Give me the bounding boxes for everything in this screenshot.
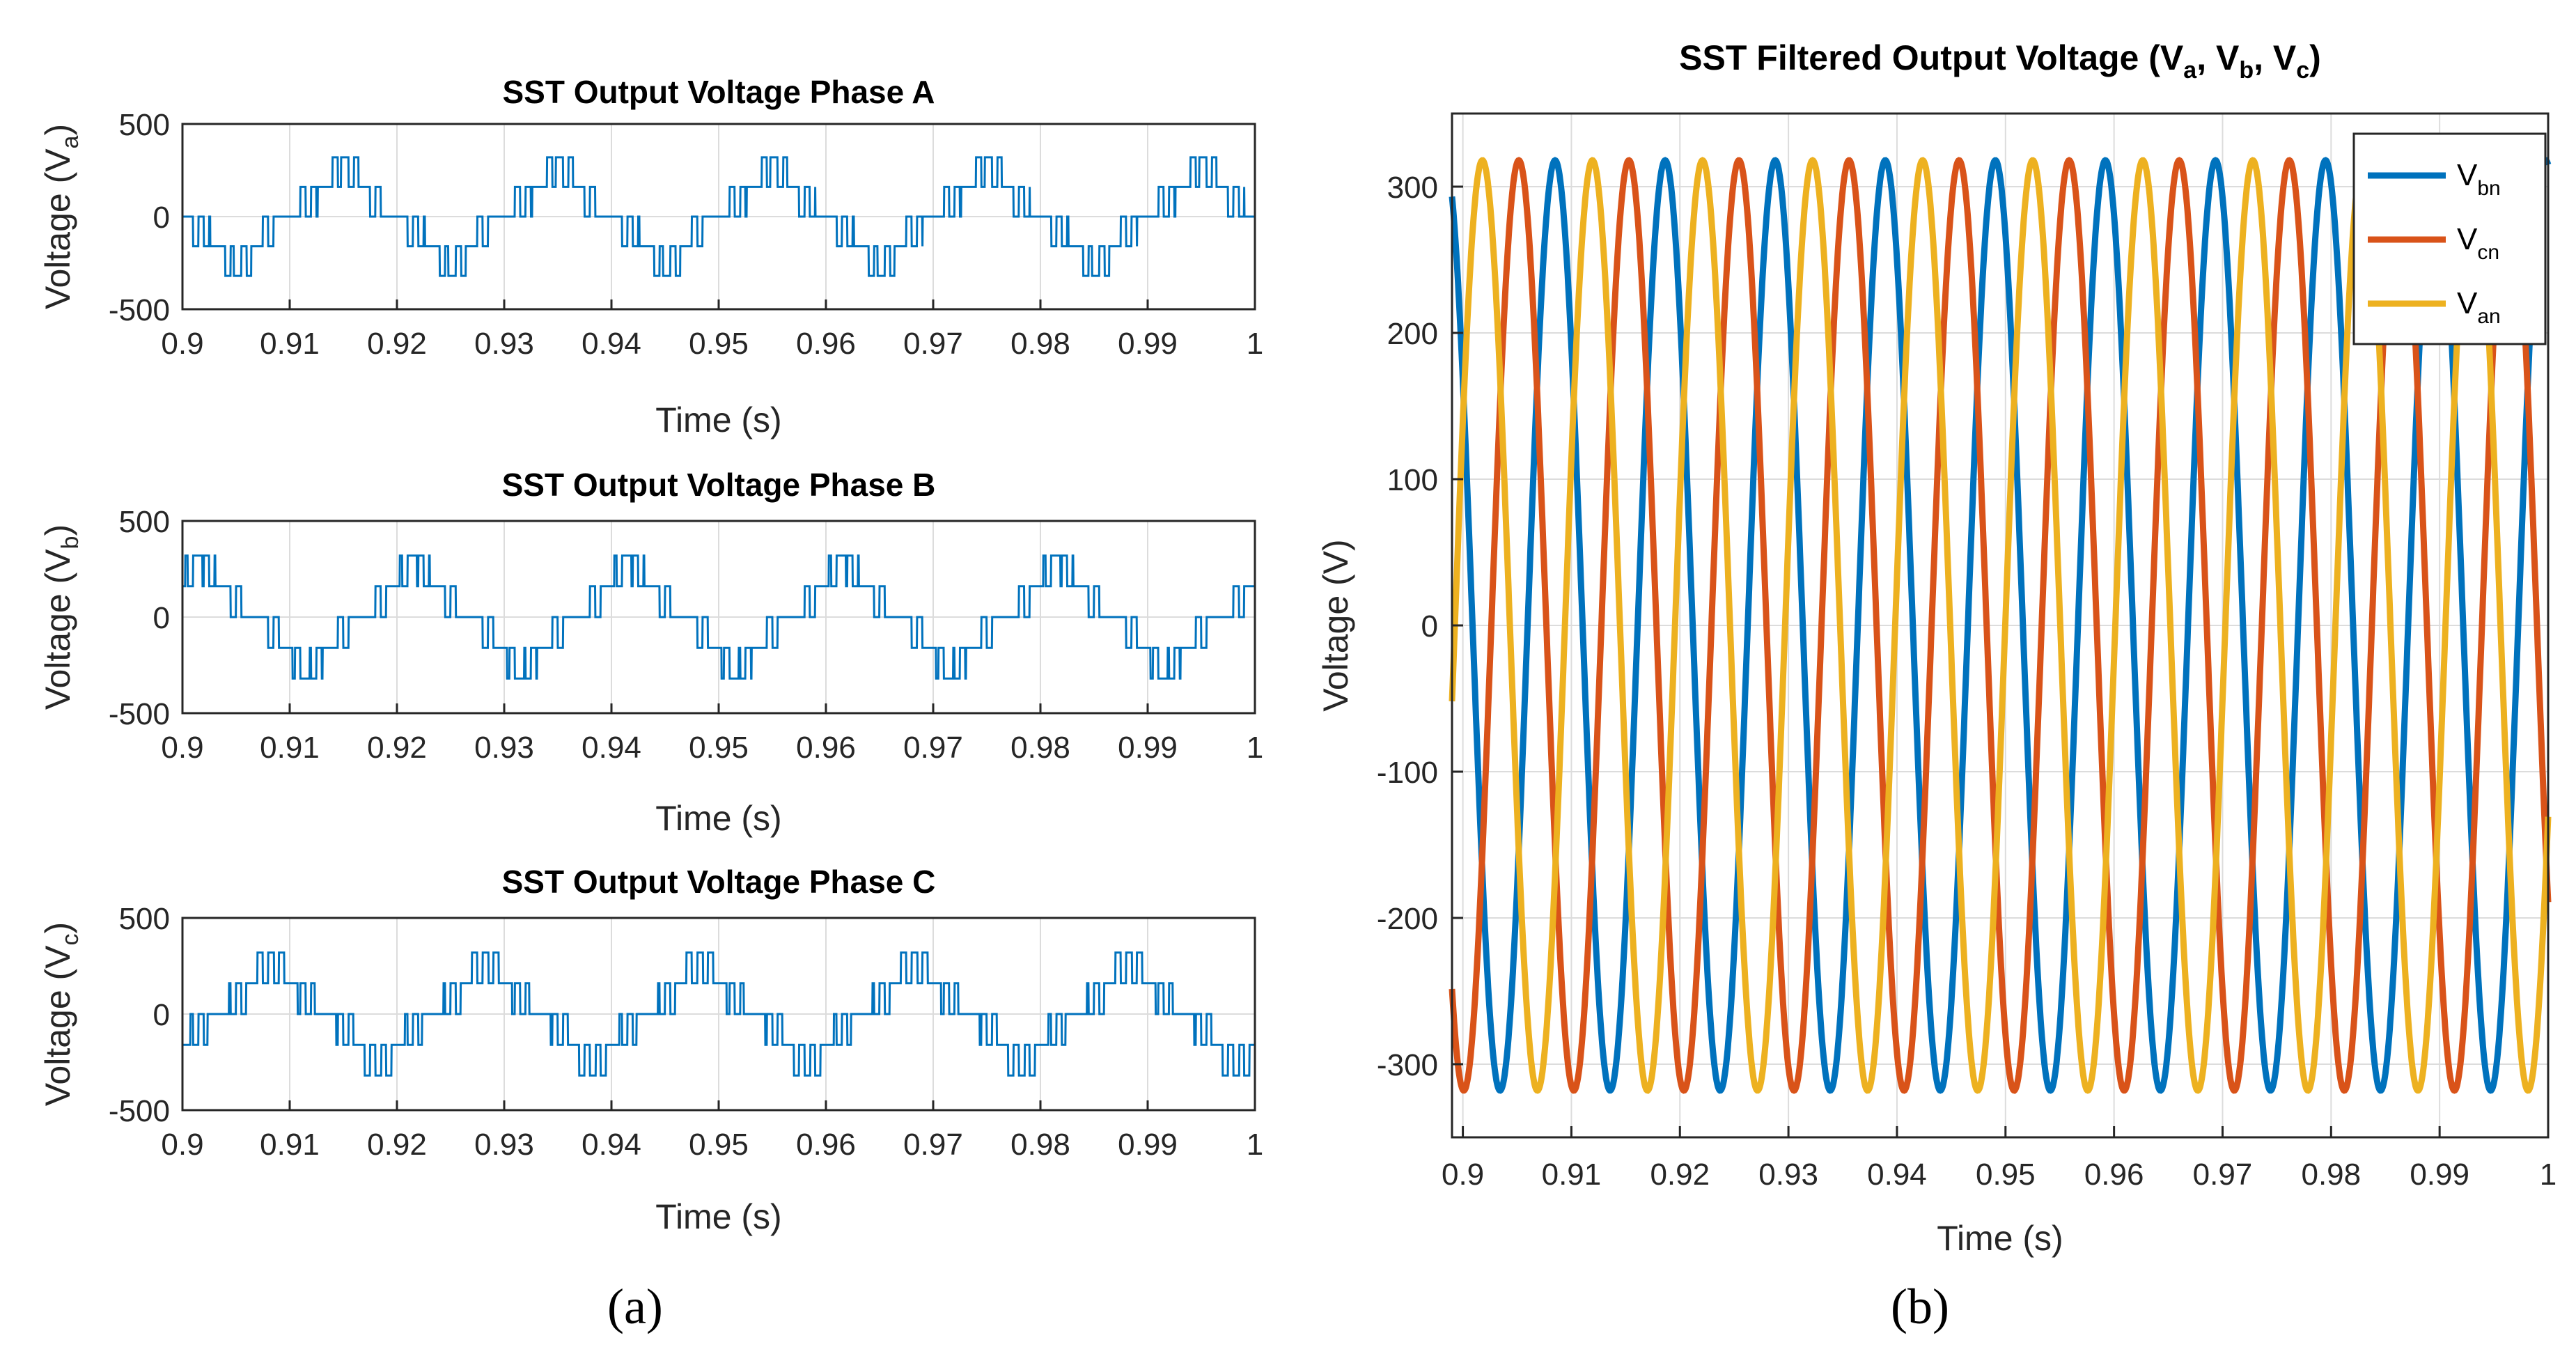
chart-title: SST Output Voltage Phase B: [502, 467, 936, 503]
x-tick-label: 0.99: [1118, 1128, 1178, 1162]
x-tick-label: 0.92: [367, 731, 427, 765]
x-axis-label: Time (s): [655, 1197, 781, 1236]
legend-entry-an: Van: [2457, 286, 2501, 328]
x-tick-label: 0.95: [689, 1128, 749, 1162]
y-tick-label: -500: [109, 1094, 170, 1128]
y-tick-label: 300: [1387, 171, 1438, 205]
x-tick-label: 0.98: [2301, 1158, 2361, 1192]
x-tick-label: 0.9: [161, 731, 203, 765]
x-tick-label: 0.99: [1118, 731, 1178, 765]
x-tick-label: 0.96: [796, 327, 856, 361]
y-axis-label: Voltage (V): [1316, 539, 1355, 711]
x-tick-label: 1: [2540, 1158, 2557, 1192]
y-axis-label: Voltage (Va): [38, 124, 84, 309]
chart-title: SST Output Voltage Phase A: [502, 74, 935, 110]
y-tick-label: -500: [109, 697, 170, 731]
x-tick-label: 1: [1247, 1128, 1263, 1162]
x-tick-label: 0.91: [260, 327, 320, 361]
x-tick-label: 0.92: [367, 1128, 427, 1162]
y-axis-label: Voltage (Vc): [38, 922, 84, 1106]
y-tick-label: 500: [119, 505, 170, 539]
x-tick-label: 0.9: [161, 1128, 203, 1162]
y-tick-label: 500: [119, 108, 170, 142]
x-tick-label: 0.95: [1976, 1158, 2036, 1192]
x-tick-label: 0.98: [1010, 731, 1070, 765]
x-tick-label: 0.92: [1650, 1158, 1710, 1192]
x-tick-label: 0.99: [2410, 1158, 2469, 1192]
series-line-cn: [1449, 157, 2552, 1094]
x-tick-label: 0.97: [903, 327, 963, 361]
x-tick-label: 0.96: [796, 731, 856, 765]
x-tick-label: 0.96: [796, 1128, 856, 1162]
x-tick-label: 0.93: [474, 327, 534, 361]
x-tick-label: 0.93: [474, 1128, 534, 1162]
x-tick-label: 0.91: [260, 731, 320, 765]
y-axis-label: Voltage (Vb): [38, 524, 84, 710]
x-tick-label: 0.97: [903, 731, 963, 765]
x-tick-label: 0.95: [689, 731, 749, 765]
x-tick-label: 0.94: [581, 1128, 641, 1162]
x-axis-label: Time (s): [655, 400, 781, 439]
x-tick-label: 1: [1247, 731, 1263, 765]
x-tick-label: 0.96: [2084, 1158, 2144, 1192]
x-tick-label: 0.91: [260, 1128, 320, 1162]
y-tick-label: 0: [153, 998, 170, 1032]
subplot-filtered: 0.9 0.91 0.92 0.93 0.94 0.95 0.96 0.97 0.98 0.99 1…: [1316, 38, 2557, 1258]
legend: Vbn Vcn Van: [2352, 132, 2547, 345]
x-tick-label: 0.97: [903, 1128, 963, 1162]
y-tick-label: 200: [1387, 317, 1438, 351]
chart-title: SST Output Voltage Phase C: [502, 864, 936, 900]
x-tick-label: 0.92: [367, 327, 427, 361]
y-tick-label: 0: [153, 601, 170, 635]
x-axis-label: Time (s): [655, 799, 781, 838]
panel-label-b: (b): [1891, 1279, 1949, 1334]
x-tick-label: 0.94: [581, 327, 641, 361]
subplot-phase-c: 0.9 0.91 0.92 0.93 0.94 0.95 0.96 0.97 0.98 0.99 1…: [38, 864, 1263, 1236]
chart-title: SST Filtered Output Voltage (Va, Vb, Vc): [1679, 38, 2321, 84]
y-tick-label: 0: [153, 201, 170, 235]
x-axis-label: Time (s): [1937, 1219, 2063, 1258]
x-tick-label: 0.9: [1442, 1158, 1484, 1192]
y-tick-label: 0: [1421, 609, 1438, 644]
subplot-phase-b: 0.9 0.91 0.92 0.93 0.94 0.95 0.96 0.97 0.98 0.99 1…: [38, 467, 1263, 838]
x-tick-label: 0.93: [1758, 1158, 1818, 1192]
x-tick-label: 0.94: [581, 731, 641, 765]
series-line: [182, 156, 1255, 277]
x-tick-label: 0.98: [1010, 327, 1070, 361]
subplot-phase-a: 0.9 0.91 0.92 0.93 0.94 0.95 0.96 0.97 0.98 0.99 1…: [38, 74, 1263, 439]
y-tick-label: 500: [119, 902, 170, 936]
x-tick-label: 0.97: [2193, 1158, 2253, 1192]
panel-label-a: (a): [607, 1279, 663, 1334]
x-tick-label: 0.99: [1118, 327, 1178, 361]
x-tick-label: 0.98: [1010, 1128, 1070, 1162]
x-tick-label: 0.95: [689, 327, 749, 361]
y-tick-label: 100: [1387, 463, 1438, 497]
x-tick-label: 0.93: [474, 731, 534, 765]
series-line: [182, 554, 1255, 680]
x-tick-label: 0.94: [1867, 1158, 1927, 1192]
legend-entry-cn: Vcn: [2457, 222, 2499, 264]
x-tick-label: 0.91: [1542, 1158, 1602, 1192]
y-tick-label: -300: [1377, 1048, 1438, 1082]
series-line-bn: [1449, 157, 2552, 1094]
x-tick-label: 0.9: [161, 327, 203, 361]
y-tick-label: -500: [109, 293, 170, 327]
series-line: [182, 951, 1255, 1077]
legend-entry-bn: Vbn: [2457, 158, 2501, 200]
y-tick-label: -200: [1377, 902, 1438, 936]
x-tick-label: 1: [1247, 327, 1263, 361]
y-tick-label: -100: [1377, 756, 1438, 790]
